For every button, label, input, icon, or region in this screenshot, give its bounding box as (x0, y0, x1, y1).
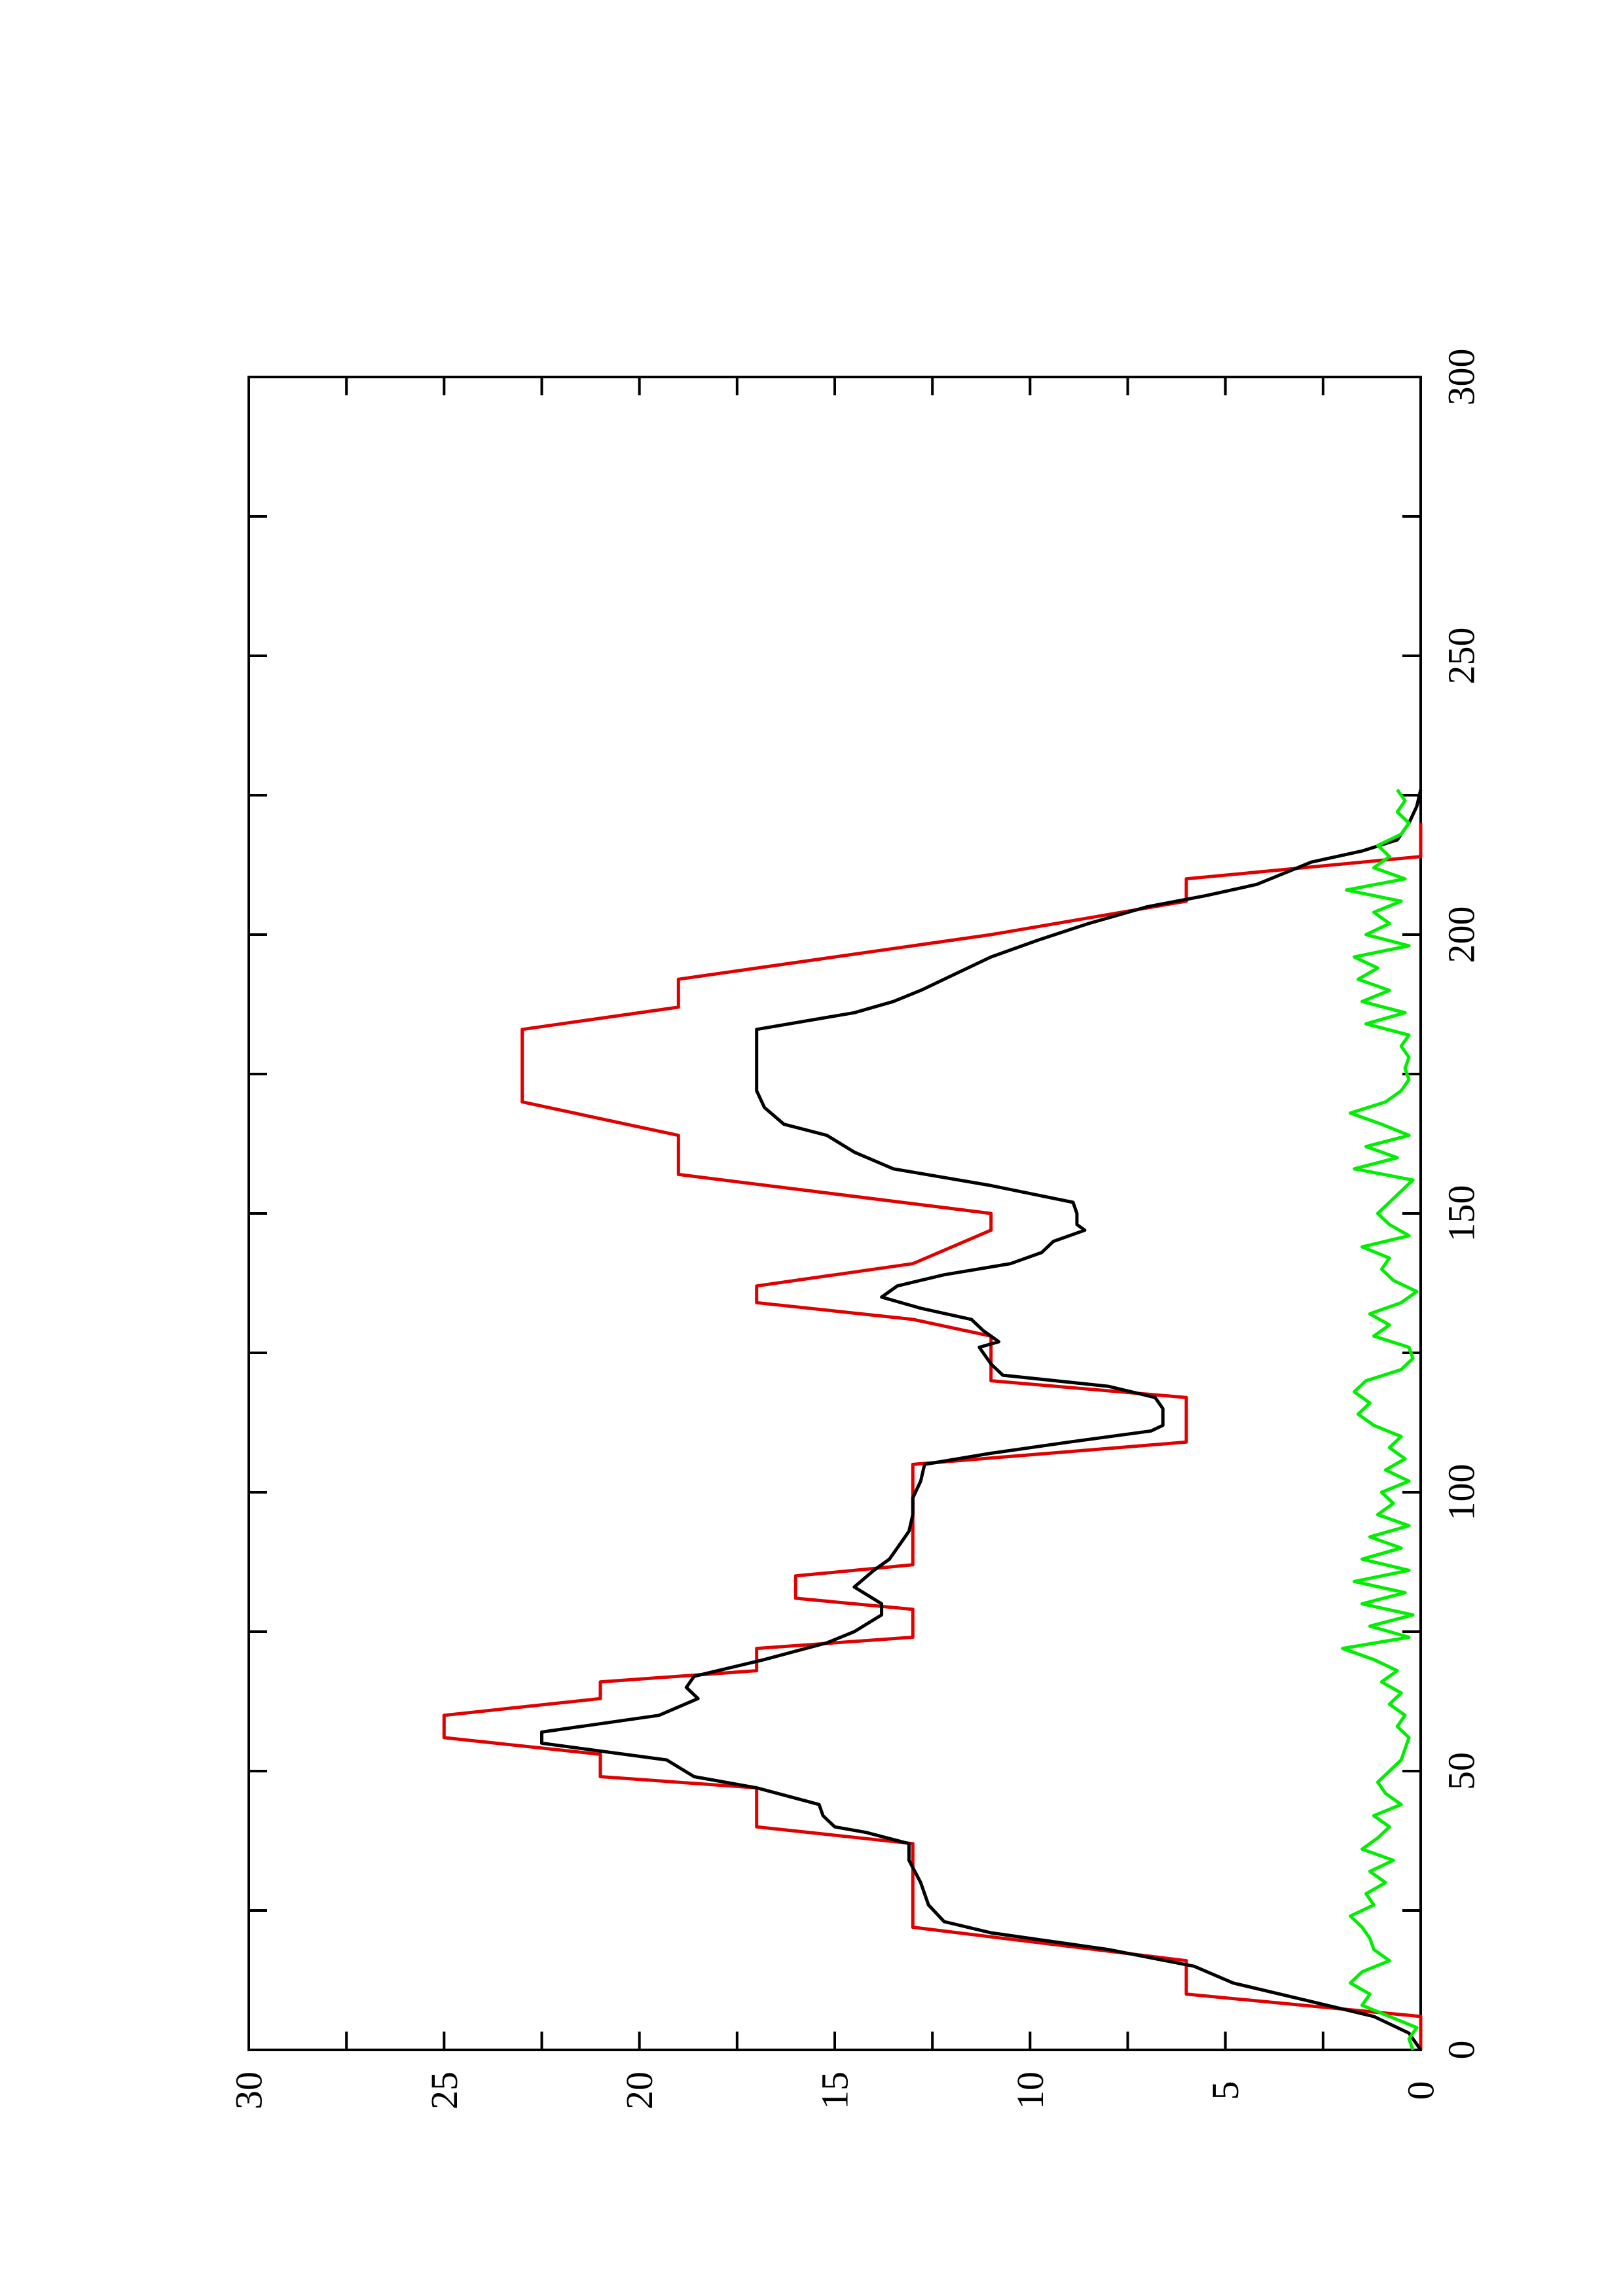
series-line-3 (1341, 789, 1419, 2051)
plot-frame (247, 376, 1422, 2051)
x-tick-labels: 0 50 100 150 200 250 300 (1440, 349, 1483, 2060)
y-tick-label: 30 (228, 2072, 270, 2109)
series-line-1 (442, 823, 1423, 2050)
x-tick-label: 0 (1440, 2041, 1483, 2060)
x-tick-label: 300 (1440, 349, 1483, 406)
y-tick-label: 0 (1400, 2081, 1442, 2100)
y-tick-label: 5 (1204, 2081, 1247, 2100)
x-tick-label: 50 (1440, 1752, 1483, 1790)
x-tick-label: 100 (1440, 1464, 1483, 1521)
x-tick-label: 250 (1440, 628, 1483, 685)
y-tick-label: 20 (618, 2072, 661, 2109)
ticks (247, 376, 1422, 2051)
y-tick-label: 25 (423, 2072, 465, 2109)
y-tick-label: 15 (814, 2072, 856, 2109)
x-tick-label: 150 (1440, 1185, 1483, 1242)
series-line-2 (540, 789, 1423, 2051)
y-tick-labels: 0 5 10 15 20 25 30 (228, 2072, 1442, 2109)
series-layer (442, 789, 1423, 2051)
x-tick-label: 200 (1440, 906, 1483, 963)
y-tick-label: 10 (1009, 2072, 1051, 2109)
